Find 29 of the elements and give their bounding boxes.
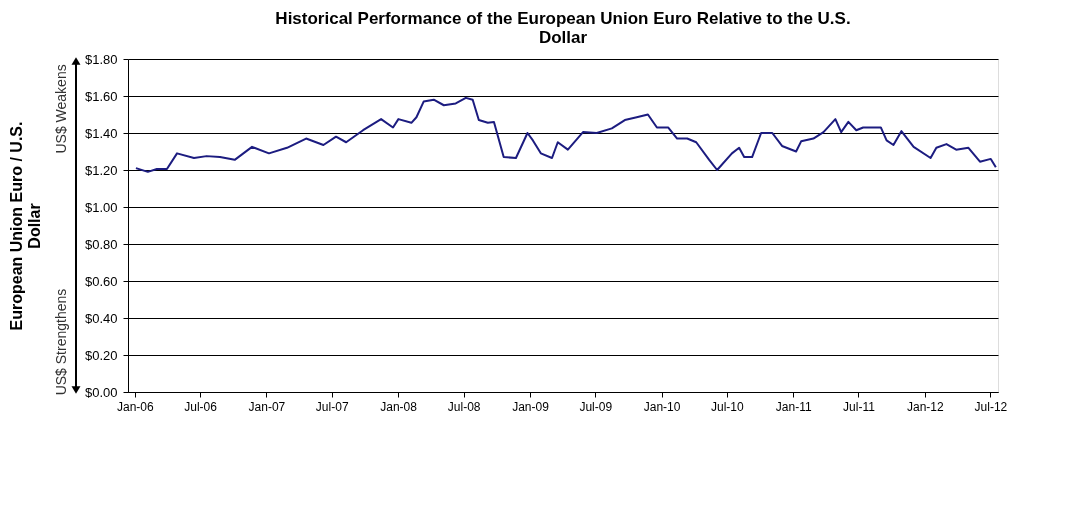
x-tick-label: Jan-07 — [248, 399, 286, 414]
y-tick-label: $1.00 — [84, 199, 118, 215]
chart-title: Historical Performance of the European Union Euro Relative to the U.S. Dollar — [275, 9, 851, 47]
x-tick-label: Jul-06 — [184, 399, 218, 414]
y-tick-label: $1.80 — [84, 51, 118, 67]
y-tick-label: $0.60 — [84, 273, 118, 289]
x-tick-label: Jan-10 — [643, 399, 681, 414]
y-tick-label: $0.20 — [84, 347, 118, 363]
x-tick-label: Jul-12 — [974, 399, 1008, 414]
x-tick-label: Jul-08 — [447, 399, 481, 414]
x-tick-label: Jul-11 — [843, 399, 876, 414]
y-tick-label: $1.40 — [84, 125, 118, 141]
x-tick-label: Jul-09 — [579, 399, 613, 414]
x-tick-label: Jul-10 — [711, 399, 745, 414]
y-tick-label: $0.00 — [84, 384, 118, 400]
y-tick-label: $0.80 — [84, 236, 118, 252]
y-tick-label: $0.40 — [84, 310, 118, 326]
x-tick-label: Jan-09 — [512, 399, 550, 414]
y-axis-title: European Union Euro / U.S. Dollar — [7, 121, 43, 331]
x-tick-label: Jul-07 — [315, 399, 349, 414]
y-tick-label: $1.60 — [84, 88, 118, 104]
text: US$ Weakens — [53, 64, 69, 154]
x-tick-label: Jan-11 — [775, 399, 812, 414]
x-tick-label: Jan-12 — [906, 399, 944, 414]
text: US$ Strengthens — [53, 288, 69, 396]
y-tick-label: $1.20 — [84, 162, 118, 178]
x-tick-label: Jan-06 — [117, 399, 155, 414]
line-series — [134, 96, 997, 173]
x-tick-label: Jan-08 — [380, 399, 418, 414]
